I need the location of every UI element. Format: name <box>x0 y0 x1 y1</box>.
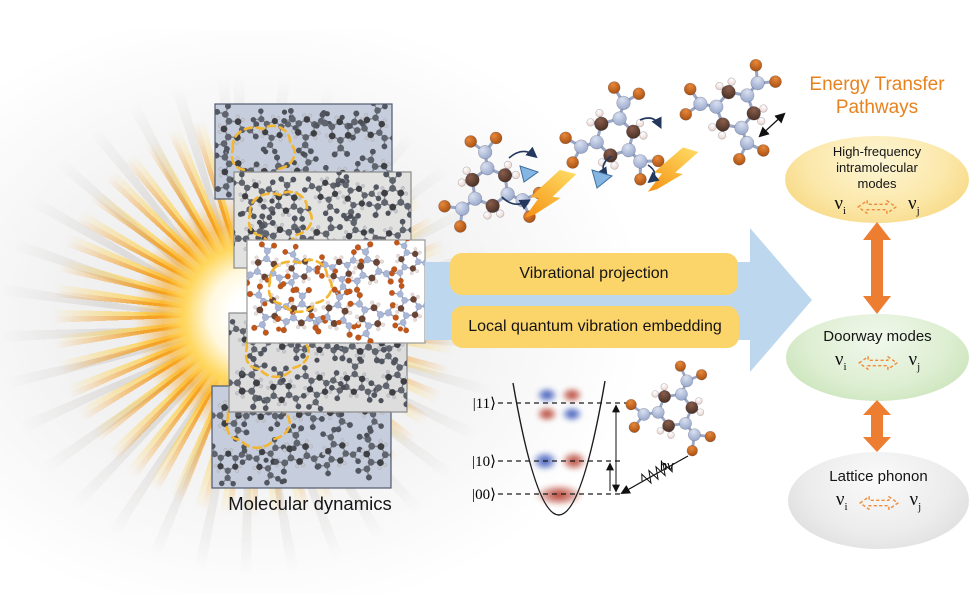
potential-well-curve <box>512 380 606 516</box>
nu-j-symbol: νj <box>908 193 920 217</box>
pathways-title-line2: Pathways <box>835 97 919 118</box>
photon-squiggle-icon <box>641 461 673 485</box>
mode-highlight-triangles <box>519 165 614 189</box>
molecule-illustration <box>274 286 329 335</box>
molecule-illustration <box>294 364 344 412</box>
ket-label-11: |11⟩ <box>473 396 496 412</box>
nu-i-symbol: νi <box>835 489 848 513</box>
energy-transfer-molecules <box>438 58 782 233</box>
md-snapshot-stack <box>211 103 426 489</box>
stretch-mode-arrow <box>758 112 786 138</box>
hotspot-outline <box>230 124 296 180</box>
vibrational-levels-diagram: |11⟩ |10⟩ |00⟩ hv <box>472 360 716 516</box>
hotspot-outline <box>247 190 313 246</box>
nu-i-symbol: νi <box>834 349 847 373</box>
pathway-coupling-arrow-top <box>863 222 891 314</box>
photon-label: hv <box>660 458 674 473</box>
vibration-mode-arrows <box>501 116 662 210</box>
molecule-illustration <box>250 108 299 155</box>
nu-j-symbol: νj <box>908 349 921 373</box>
process-box-label: Local quantum vibration embedding <box>468 318 722 335</box>
molecule-illustration <box>281 107 333 155</box>
molecule-illustration <box>679 58 782 166</box>
process-box-vibrational-projection: Vibrational projection <box>450 253 738 295</box>
molecule-illustration <box>389 240 425 284</box>
molecule-illustration <box>247 283 297 336</box>
nu-i-symbol: νi <box>834 193 846 217</box>
pathway-label: Lattice phonon <box>829 468 928 485</box>
molecule-illustration <box>215 145 261 198</box>
photon-arrow <box>620 455 689 494</box>
molecule-illustration <box>328 357 380 403</box>
molecule-illustration <box>389 283 425 334</box>
pathway-ellipse-lattice-phonon: Lattice phonon νi νj <box>788 452 969 549</box>
pathway-ellipse-high-frequency: High-frequency intramolecular modes νi ν… <box>785 136 969 223</box>
process-box-local-quantum-vibration-embedding: Local quantum vibration embedding <box>451 306 739 348</box>
mode-coupling-arrow-icon <box>857 356 898 371</box>
nu-j-symbol: νj <box>909 489 922 513</box>
molecule-illustration <box>347 104 392 150</box>
hotspot-outline <box>267 258 333 314</box>
pathway-ellipse-doorway-modes: Doorway modes νi νj <box>786 314 969 401</box>
pathway-label: Doorway modes <box>823 328 932 345</box>
molecule-illustration <box>345 241 398 293</box>
mode-coupling-arrow-icon <box>857 200 897 215</box>
molecule-illustration <box>315 426 363 477</box>
molecule-illustration <box>215 104 260 156</box>
energy-bolt-icon <box>524 147 699 218</box>
molecule-illustration <box>366 172 411 219</box>
process-box-label: Vibrational projection <box>519 265 669 282</box>
molecule-illustration <box>301 172 350 217</box>
molecule-illustration <box>313 110 366 158</box>
md-caption: Molecular dynamics <box>228 493 392 514</box>
pathway-coupling-arrow-bottom <box>863 400 891 452</box>
molecule-illustration <box>368 357 407 408</box>
molecule-illustration <box>256 365 307 412</box>
pathways-title: Energy Transfer Pathways <box>780 73 972 119</box>
pathway-label: High-frequency intramolecular modes <box>832 144 922 191</box>
molecule-illustration <box>334 174 382 223</box>
molecule-illustration <box>438 131 546 233</box>
process-flow-arrow <box>425 228 812 372</box>
mode-coupling-arrow-icon <box>858 496 899 511</box>
embedded-molecule <box>625 360 716 457</box>
molecule-illustration <box>347 292 399 343</box>
md-snapshot-panel <box>246 239 426 344</box>
ket-label-00: |00⟩ <box>472 487 496 503</box>
ket-label-10: |10⟩ <box>472 454 496 470</box>
pathways-title-line1: Energy Transfer <box>809 74 945 95</box>
molecule-illustration <box>625 360 716 457</box>
